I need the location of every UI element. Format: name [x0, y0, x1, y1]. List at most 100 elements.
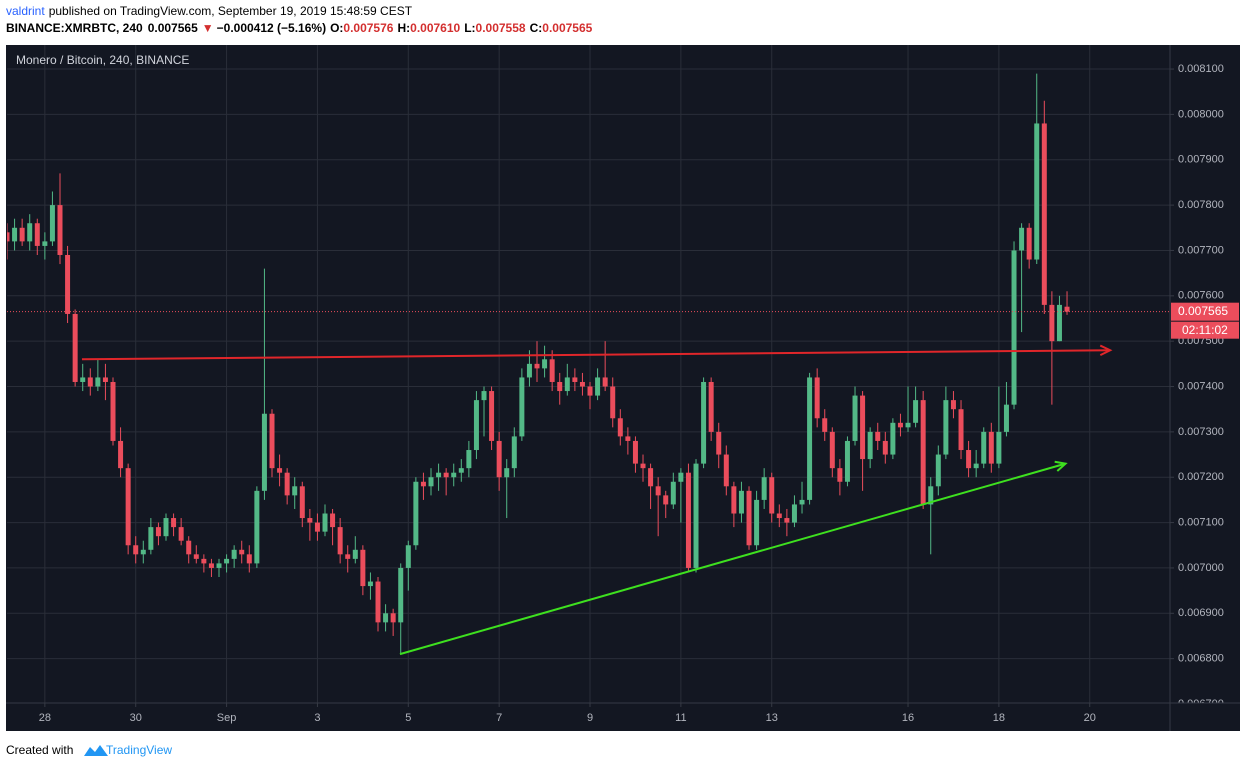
candle-body	[193, 554, 199, 559]
candle-body	[19, 227, 25, 242]
ohlc-value: 0.007558	[476, 21, 526, 35]
candle-body	[239, 549, 245, 555]
chart-background	[6, 45, 1240, 731]
candle-body	[663, 495, 669, 505]
candle-body	[776, 513, 782, 519]
ohlc-value: 0.007610	[410, 21, 460, 35]
x-tick-label: 20	[1084, 712, 1096, 724]
candle-body	[383, 613, 389, 623]
candle-body	[1003, 404, 1009, 432]
candle-body	[897, 422, 903, 428]
candle-body	[208, 563, 214, 568]
y-tick-label: 0.008000	[1178, 108, 1224, 120]
candle-body	[428, 477, 434, 487]
candle-body	[102, 377, 108, 382]
candle-body	[526, 363, 532, 378]
chart-title: Monero / Bitcoin, 240, BINANCE	[16, 53, 189, 67]
candle-body	[118, 440, 124, 469]
candle-body	[125, 468, 131, 546]
y-tick-label: 0.007900	[1178, 154, 1224, 166]
candle-body	[110, 381, 116, 441]
y-tick-label: 0.007600	[1178, 290, 1224, 302]
candle-body	[269, 413, 275, 469]
x-tick-label: 28	[39, 712, 51, 724]
y-tick-label: 0.006700	[1178, 698, 1224, 710]
candle-body	[163, 518, 169, 537]
candle-body	[867, 431, 873, 460]
logo	[84, 745, 108, 756]
candle-body	[928, 486, 934, 505]
candle-body	[973, 463, 979, 469]
publisher[interactable]: valdrint	[6, 4, 45, 18]
candle-body	[65, 254, 71, 314]
candle-body	[1034, 123, 1040, 260]
candle-body	[731, 486, 737, 514]
candle-body	[314, 522, 320, 532]
candle-body	[451, 472, 457, 478]
candle-body	[678, 472, 684, 482]
x-tick-label: 30	[130, 712, 142, 724]
candle-body	[436, 472, 442, 478]
candle-body	[496, 440, 502, 478]
candle-body	[754, 499, 760, 546]
candle-body	[216, 563, 222, 568]
candle-body	[231, 549, 237, 559]
candle-body	[542, 359, 548, 369]
candle-body	[140, 549, 146, 555]
ohlc-label: H:	[397, 21, 410, 35]
candle-body	[617, 418, 623, 437]
candle-body	[322, 513, 328, 532]
candle-body	[1041, 123, 1047, 305]
candle-body	[1019, 227, 1025, 251]
candle-body	[670, 481, 676, 505]
candle-body	[860, 395, 866, 460]
y-tick-label: 0.007200	[1178, 471, 1224, 483]
arrow: ▼	[202, 21, 214, 35]
candle-body	[564, 377, 570, 392]
change: −0.000412 (−5.16%)	[217, 21, 326, 35]
trendline-arrow	[1099, 344, 1113, 357]
candle-body	[458, 468, 464, 473]
candle-body	[398, 567, 404, 623]
footer-text: Created with	[6, 743, 73, 757]
candle-body	[920, 400, 926, 505]
y-tick-label: 0.006800	[1178, 653, 1224, 665]
candle-body	[632, 440, 638, 464]
candle-body	[557, 381, 563, 392]
trendline	[399, 462, 1066, 656]
candle-body	[549, 359, 555, 382]
x-tick-label: 18	[993, 712, 1005, 724]
candle-body	[292, 486, 298, 496]
footer-brand[interactable]: TradingView	[106, 743, 172, 757]
candle-body	[299, 486, 305, 519]
candle-body	[829, 431, 835, 469]
candle-body	[587, 386, 593, 396]
x-tick-label: 16	[902, 712, 914, 724]
candle-body	[519, 377, 525, 437]
x-tick-label: 13	[766, 712, 778, 724]
candle-body	[481, 391, 487, 401]
y-tick-label: 0.006900	[1178, 607, 1224, 619]
x-tick-label: Sep	[217, 712, 237, 724]
candle-body	[87, 377, 93, 387]
candle-body	[375, 581, 381, 623]
x-tick-label: 11	[675, 712, 686, 724]
candle-body	[178, 527, 184, 541]
y-tick-label: 0.007300	[1178, 426, 1224, 438]
candle-body	[489, 391, 495, 441]
candle-body	[685, 472, 691, 568]
candle-body	[981, 431, 987, 464]
x-tick-label: 3	[314, 712, 320, 724]
candle-body	[307, 518, 313, 523]
candle-body	[602, 377, 608, 387]
candle-body	[648, 468, 654, 487]
candle-body	[996, 431, 1002, 464]
candle-body	[784, 518, 790, 523]
candle-body	[844, 440, 850, 482]
header-line: valdrint published on TradingView.com, Se…	[6, 4, 413, 18]
candle-body	[882, 440, 888, 455]
candle-body	[337, 527, 343, 555]
candle-body	[693, 463, 699, 568]
candle-body	[330, 513, 336, 528]
